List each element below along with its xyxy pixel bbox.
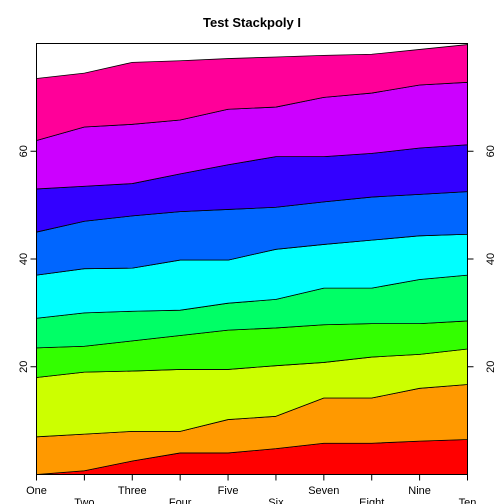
x-tick-label: Ten xyxy=(459,497,477,504)
x-axis: One Two Three Four Five Six Seven Eight Nine Ten xyxy=(26,474,477,504)
y-tick-label-right: 20 xyxy=(485,361,497,373)
y-tick-label-right: 60 xyxy=(485,145,497,157)
x-tick-label: Eight xyxy=(359,497,384,504)
x-tick-label: Four xyxy=(169,497,192,504)
x-tick-label: Nine xyxy=(408,485,431,497)
x-tick-label: Three xyxy=(118,485,147,497)
y-axis-left: 20 40 60 xyxy=(18,145,37,373)
y-tick-label-right: 40 xyxy=(485,253,497,265)
x-tick-label: One xyxy=(26,485,47,497)
y-axis-right: 20 40 60 xyxy=(467,145,497,373)
x-tick-label: Seven xyxy=(308,485,339,497)
x-tick-label: Two xyxy=(74,497,94,504)
stacked-areas xyxy=(36,44,468,475)
x-tick-label: Five xyxy=(218,485,239,497)
y-tick-label-left: 20 xyxy=(18,361,30,373)
chart-title: Test Stackpoly I xyxy=(203,15,301,30)
x-tick-label: Six xyxy=(268,497,284,504)
y-tick-label-left: 60 xyxy=(18,145,30,157)
y-tick-label-left: 40 xyxy=(18,253,30,265)
